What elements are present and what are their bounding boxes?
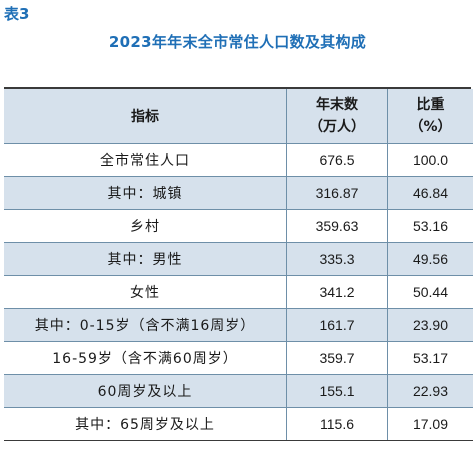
- row-ratio: 53.16: [387, 209, 473, 243]
- table-row: 全市常住人口 676.5 100.0: [4, 143, 473, 177]
- table-row: 60周岁及以上 155.1 22.93: [4, 374, 473, 408]
- header-indicator-text: 指标: [131, 109, 159, 125]
- row-count: 359.7: [286, 341, 388, 375]
- header-ratio-title: 比重: [416, 97, 445, 113]
- row-count: 115.6: [286, 407, 388, 441]
- row-ratio: 23.90: [387, 308, 473, 342]
- row-ratio: 22.93: [387, 374, 473, 408]
- row-ratio: 100.0: [387, 143, 473, 177]
- header-count-unit: （万人）: [309, 119, 365, 135]
- table-row: 其中：65周岁及以上 115.6 17.09: [4, 407, 473, 441]
- row-label: 其中：城镇: [4, 176, 287, 210]
- table-row: 其中：男性 335.3 49.56: [4, 242, 473, 276]
- row-label: 其中：男性: [4, 242, 287, 276]
- row-ratio: 17.09: [387, 407, 473, 441]
- row-label: 其中：0-15岁（含不满16周岁）: [4, 308, 287, 342]
- header-count-title: 年末数: [316, 97, 358, 113]
- row-label: 其中：65周岁及以上: [4, 407, 287, 441]
- table-top-rule: [4, 87, 471, 89]
- row-count: 359.63: [286, 209, 388, 243]
- row-count: 155.1: [286, 374, 388, 408]
- table-row: 16-59岁（含不满60周岁） 359.7 53.17: [4, 341, 473, 375]
- table-row: 乡村 359.63 53.16: [4, 209, 473, 243]
- table-row: 其中：0-15岁（含不满16周岁） 161.7 23.90: [4, 308, 473, 342]
- row-count: 335.3: [286, 242, 388, 276]
- header-indicator: 指标: [4, 89, 287, 144]
- row-count: 676.5: [286, 143, 388, 177]
- population-table: 指标 年末数 （万人） 比重 （%） 全市常住人口 676.5 100.0 其中…: [4, 89, 473, 441]
- header-ratio-unit: （%）: [409, 119, 452, 135]
- row-label: 乡村: [4, 209, 287, 243]
- table-header-row: 指标 年末数 （万人） 比重 （%）: [4, 89, 473, 144]
- row-count: 316.87: [286, 176, 388, 210]
- row-label: 女性: [4, 275, 287, 309]
- table-title: 2023年年末全市常住人口数及其构成: [108, 33, 367, 51]
- table-number-label: 表3: [4, 5, 30, 23]
- row-count: 341.2: [286, 275, 388, 309]
- row-ratio: 46.84: [387, 176, 473, 210]
- table-row: 女性 341.2 50.44: [4, 275, 473, 309]
- row-label: 全市常住人口: [4, 143, 287, 177]
- row-label: 16-59岁（含不满60周岁）: [4, 341, 287, 375]
- row-label: 60周岁及以上: [4, 374, 287, 408]
- row-ratio: 50.44: [387, 275, 473, 309]
- header-ratio: 比重 （%）: [387, 89, 473, 144]
- row-ratio: 53.17: [387, 341, 473, 375]
- row-count: 161.7: [286, 308, 388, 342]
- row-ratio: 49.56: [387, 242, 473, 276]
- header-count: 年末数 （万人）: [286, 89, 388, 144]
- table-row: 其中：城镇 316.87 46.84: [4, 176, 473, 210]
